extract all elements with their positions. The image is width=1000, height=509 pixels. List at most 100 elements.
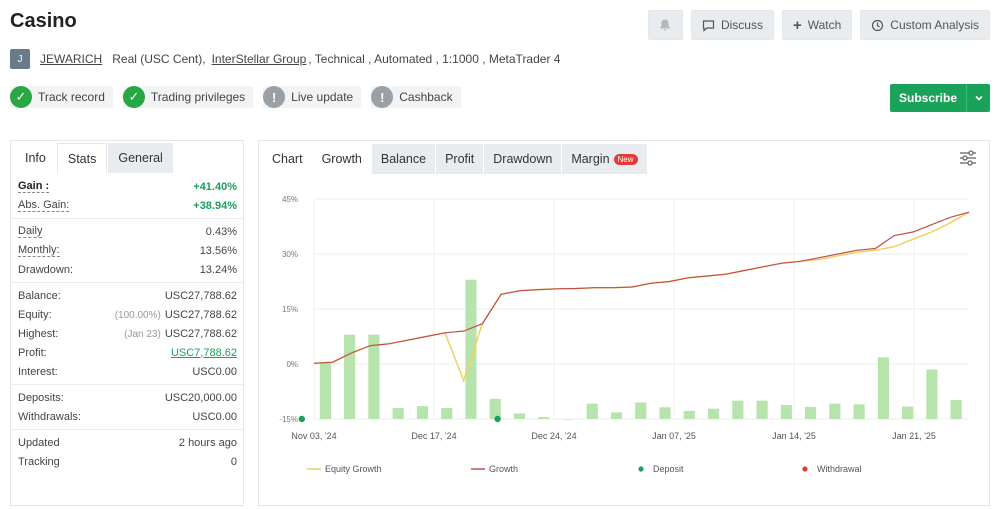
badge-live-update[interactable]: ! Live update (263, 86, 362, 108)
broker-link[interactable]: InterStellar Group (211, 52, 307, 66)
check-icon: ✓ (10, 86, 32, 108)
growth-chart[interactable]: 45% 30% 15% 0% -15% Nov 03, '24 Dec 17, '24 Dec… (259, 179, 989, 505)
growth-bar (416, 406, 429, 419)
x-tick-label: Dec 24, '24 (531, 431, 576, 441)
tab-balance[interactable]: Balance (371, 144, 436, 174)
tab-info[interactable]: Info (15, 143, 56, 173)
badge-trading-privileges[interactable]: ✓ Trading privileges (122, 86, 254, 108)
growth-bar (344, 334, 356, 419)
deposit-marker (494, 415, 501, 423)
stat-label: Updated (18, 436, 60, 449)
new-badge: New (613, 153, 638, 165)
growth-bar (319, 362, 331, 419)
page-title: Casino (10, 10, 77, 32)
y-tick-label: -15% (279, 415, 298, 424)
tab-chart[interactable]: Chart (263, 144, 312, 174)
stat-label: Highest: (18, 327, 59, 340)
tab-growth[interactable]: Growth (312, 144, 371, 174)
growth-bar (513, 413, 526, 419)
stat-label: Deposits: (18, 391, 64, 404)
stat-value: USC20,000.00 (164, 391, 237, 404)
x-tick-label: Jan 14, '25 (772, 431, 816, 441)
badge-label: Live update (291, 90, 354, 104)
tab-margin[interactable]: Margin New (562, 144, 647, 174)
stat-drawdown: Drawdown: 13.24% (18, 260, 237, 279)
growth-bar (635, 402, 647, 419)
growth-bar (538, 417, 550, 419)
x-tick-label: Jan 21, '25 (892, 431, 936, 441)
growth-bar (707, 408, 720, 419)
stats-panel: Info Stats General Gain : +41.40% Abs. Ga… (10, 140, 244, 506)
stat-value[interactable]: USC7,788.62 (170, 346, 237, 359)
stat-label[interactable]: Abs. Gain: (18, 199, 70, 212)
growth-bar (610, 412, 623, 419)
subscribe-button[interactable]: Subscribe (890, 84, 990, 112)
stat-abs-gain: Abs. Gain: +38.94% (18, 196, 237, 215)
stat-value: 2 hours ago (178, 436, 237, 449)
avatar: J (10, 49, 30, 69)
x-tick-label: Dec 17, '24 (411, 431, 456, 441)
growth-bar (829, 403, 841, 419)
stat-equity: Equity: (100.00%) USC27,788.62 (18, 305, 237, 324)
y-tick-label: 45% (282, 195, 298, 204)
y-tick-label: 30% (282, 250, 298, 259)
growth-bar (902, 406, 914, 419)
stat-label[interactable]: Daily (18, 225, 43, 238)
stat-label[interactable]: Monthly: (18, 244, 60, 257)
y-tick-label: 0% (286, 360, 298, 369)
growth-bar (805, 406, 817, 419)
growth-bar (683, 410, 695, 419)
watch-label: Watch (807, 18, 842, 32)
tab-drawdown[interactable]: Drawdown (484, 144, 562, 174)
x-tick-label: Jan 07, '25 (652, 431, 696, 441)
username-link[interactable]: JEWARICH (40, 52, 103, 66)
bell-icon (660, 19, 671, 31)
growth-bar (441, 408, 453, 419)
stat-value: USC27,788.62 (164, 308, 237, 321)
chevron-down-icon[interactable] (966, 84, 990, 112)
tab-profit[interactable]: Profit (436, 144, 484, 174)
discuss-button[interactable]: Discuss (690, 10, 774, 40)
legend-deposit-swatch (638, 466, 644, 472)
custom-analysis-button[interactable]: Custom Analysis (860, 10, 990, 40)
plus-icon: + (792, 16, 802, 34)
settings-sliders-icon[interactable] (959, 149, 977, 167)
stat-profit: Profit: USC7,788.62 (18, 343, 237, 362)
stat-value: 0 (230, 455, 237, 468)
check-icon: ✓ (122, 86, 145, 108)
stat-gain: Gain : +41.40% (18, 177, 237, 196)
stat-value: USC0.00 (192, 410, 237, 423)
stat-label: Tracking (18, 455, 60, 468)
equity-growth-line (313, 211, 970, 383)
subscribe-label[interactable]: Subscribe (898, 91, 958, 105)
tab-stats[interactable]: Stats (56, 143, 108, 173)
badge-cashback[interactable]: ! Cashback (371, 86, 461, 108)
stat-monthly: Monthly: 13.56% (18, 241, 237, 260)
badge-label: Cashback (399, 90, 453, 104)
stat-value: 13.24% (199, 263, 237, 276)
watch-button[interactable]: + Watch (781, 10, 853, 40)
growth-line (313, 211, 970, 364)
custom-analysis-label: Custom Analysis (890, 18, 979, 32)
growth-bar (950, 399, 962, 419)
growth-bar (780, 405, 792, 419)
stat-value: 0.43% (205, 225, 237, 238)
stat-value: 13.56% (199, 244, 237, 257)
growth-bar (853, 404, 865, 419)
badge-track-record[interactable]: ✓ Track record (10, 86, 113, 108)
stat-label[interactable]: Gain : (18, 180, 50, 193)
legend-equity-label: Equity Growth (325, 464, 382, 474)
y-tick-label: 15% (282, 305, 298, 314)
stats-list: Gain : +41.40% Abs. Gain: +38.94% Daily 0.4… (11, 173, 243, 471)
growth-bar (392, 408, 404, 419)
exclamation-icon: ! (371, 86, 394, 108)
account-type: Real (USC Cent), (112, 52, 206, 66)
tab-margin-label: Margin (571, 152, 610, 166)
growth-bar (926, 369, 938, 419)
stat-label: Profit: (18, 346, 47, 359)
stat-tracking: Tracking 0 (18, 452, 237, 471)
tab-general[interactable]: General (108, 143, 173, 173)
x-tick-label: Nov 03, '24 (291, 431, 336, 441)
stat-withdrawals: Withdrawals: USC0.00 (18, 407, 237, 426)
notification-button[interactable] (647, 10, 683, 40)
